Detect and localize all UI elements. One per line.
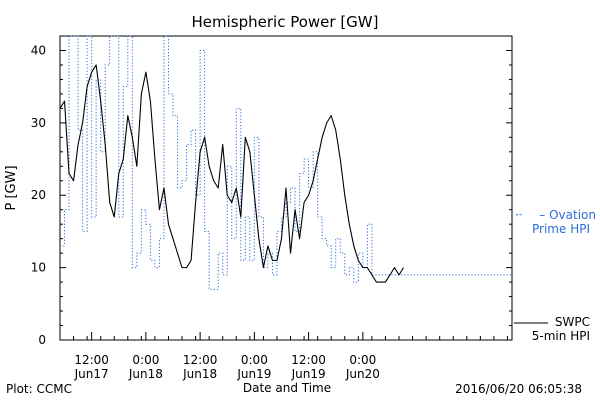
x-tick-day-label: Jun19 bbox=[236, 367, 271, 381]
x-axis-label: Date and Time bbox=[243, 381, 331, 395]
y-axis-label: P [GW] bbox=[4, 165, 19, 210]
y-tick-label: 0 bbox=[38, 333, 46, 347]
y-tick-label: 20 bbox=[31, 188, 46, 202]
x-tick-day-label: Jun18 bbox=[128, 367, 163, 381]
swpc-legend-line2: 5-min HPI bbox=[532, 329, 590, 343]
swpc-hpi-series-line bbox=[59, 64, 404, 283]
x-tick-time-label: 0:00 bbox=[349, 353, 376, 367]
x-tick-day-label: Jun17 bbox=[74, 367, 109, 381]
y-tick-label: 10 bbox=[31, 261, 46, 275]
x-tick-time-label: 12:00 bbox=[183, 353, 218, 367]
swpc-legend-line1: SWPC bbox=[555, 315, 590, 329]
footer-timestamp: 2016/06/20 06:05:38 bbox=[455, 382, 582, 396]
x-tick-time-label: 12:00 bbox=[74, 353, 109, 367]
x-tick-time-label: 0:00 bbox=[132, 353, 159, 367]
x-tick-day-label: Jun19 bbox=[291, 367, 326, 381]
y-tick-label: 30 bbox=[31, 116, 46, 130]
plot-frame bbox=[59, 35, 513, 341]
x-tick-day-label: Jun18 bbox=[182, 367, 217, 381]
series-layer bbox=[59, 35, 522, 290]
footer-plot-credit: Plot: CCMC bbox=[6, 382, 72, 396]
chart-title: Hemispheric Power [GW] bbox=[192, 13, 379, 31]
y-axis-ticks: 0 10 20 30 40 bbox=[31, 35, 512, 347]
x-tick-day-label: Jun20 bbox=[345, 367, 380, 381]
x-tick-time-label: 12:00 bbox=[291, 353, 326, 367]
y-tick-label: 40 bbox=[31, 43, 46, 57]
x-tick-time-label: 0:00 bbox=[241, 353, 268, 367]
ovation-legend-line1: – Ovation bbox=[539, 208, 596, 222]
x-axis-ticks: 12:00Jun170:00Jun1812:00Jun180:00Jun1912… bbox=[59, 332, 508, 381]
plot-border bbox=[59, 35, 513, 341]
ovation-legend-line2: Prime HPI bbox=[532, 222, 590, 236]
